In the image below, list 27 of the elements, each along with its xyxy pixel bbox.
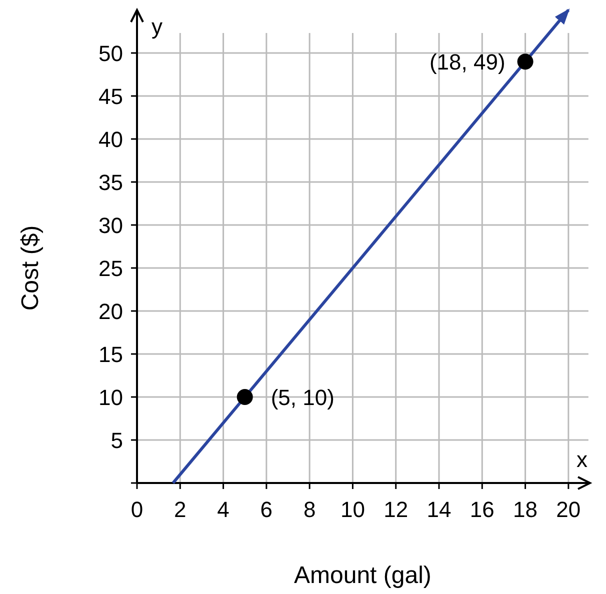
annotation: y bbox=[152, 14, 162, 39]
x-tick-label: 14 bbox=[426, 497, 452, 522]
x-tick-label: 6 bbox=[260, 497, 273, 522]
y-tick-label: 20 bbox=[98, 299, 123, 324]
y-tick-label: 45 bbox=[98, 84, 123, 109]
y-tick-label: 30 bbox=[98, 213, 123, 238]
y-tick-label: 15 bbox=[98, 342, 123, 367]
x-tick-label: 20 bbox=[556, 497, 581, 522]
annotation: x bbox=[576, 447, 588, 472]
x-tick-label: 2 bbox=[174, 497, 186, 522]
annotation: (18, 49) bbox=[429, 50, 506, 75]
y-tick-label: 5 bbox=[110, 428, 123, 453]
x-tick-label: 16 bbox=[470, 497, 494, 522]
x-tick-label: 8 bbox=[303, 497, 316, 522]
annotation: (5, 10) bbox=[270, 385, 334, 410]
x-tick-label: 10 bbox=[340, 497, 365, 522]
x-tick-label: 12 bbox=[384, 497, 408, 522]
y-axis-title: Cost ($) bbox=[17, 225, 44, 311]
x-tick-label: 4 bbox=[217, 497, 230, 522]
y-tick-label: 40 bbox=[98, 127, 123, 152]
x-axis-title: Amount (gal) bbox=[294, 562, 432, 589]
y-tick-label: 50 bbox=[98, 41, 123, 66]
y-tick-label: 25 bbox=[98, 256, 123, 281]
y-tick-label: 10 bbox=[98, 385, 123, 410]
x-tick-label: 0 bbox=[130, 497, 144, 522]
y-tick-label: 35 bbox=[98, 170, 123, 195]
x-tick-label: 18 bbox=[513, 497, 538, 522]
